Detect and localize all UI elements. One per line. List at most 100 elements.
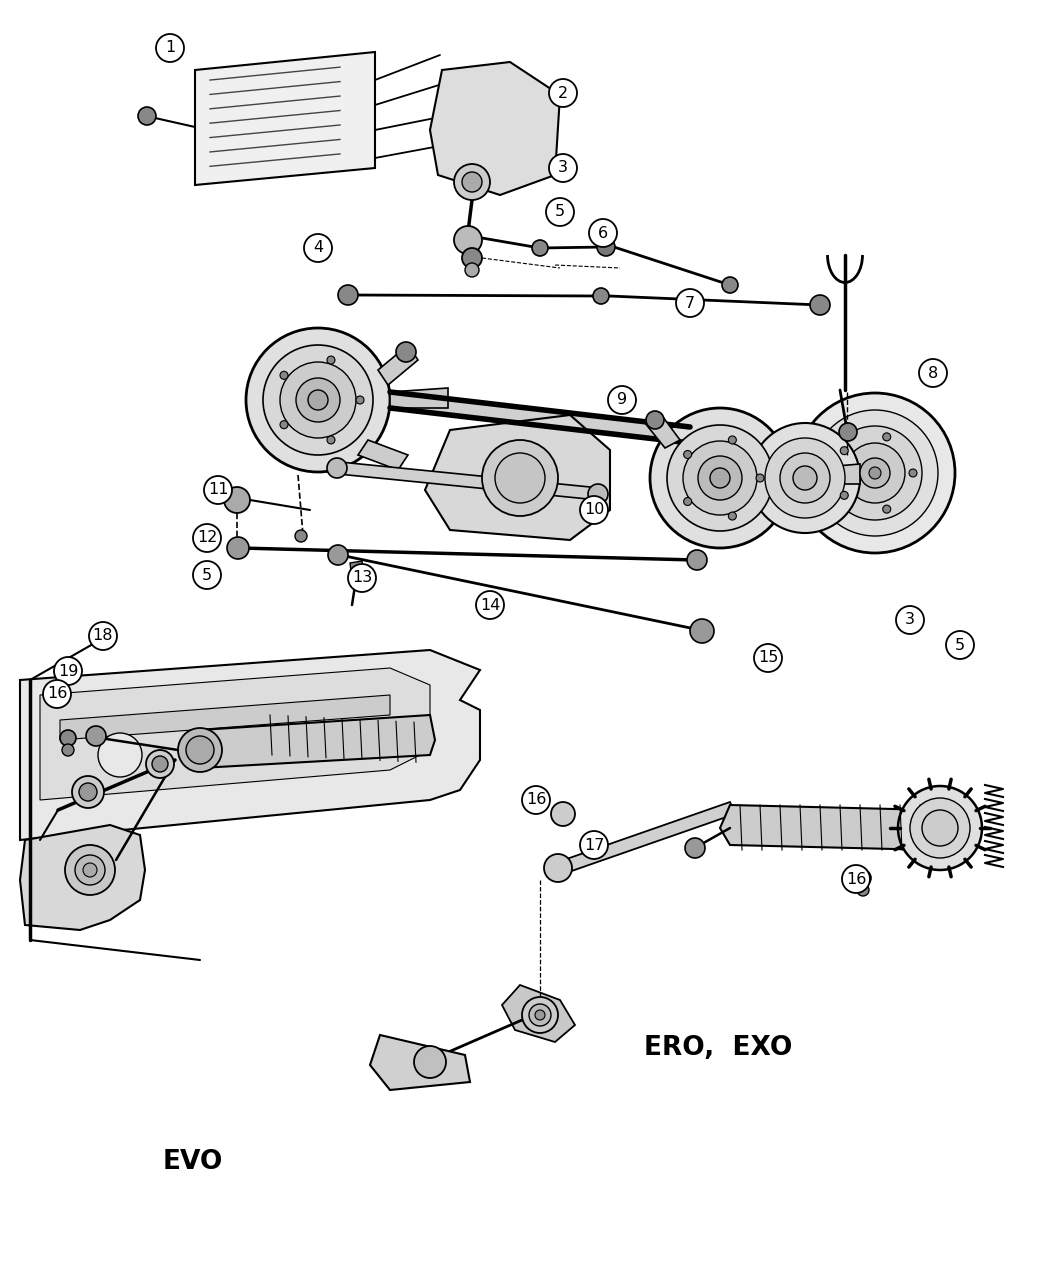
Text: 9: 9 [617,393,627,408]
Circle shape [676,289,704,317]
Circle shape [482,440,558,516]
Circle shape [687,550,707,570]
Polygon shape [190,715,435,768]
Circle shape [476,592,504,618]
Circle shape [551,802,575,826]
Circle shape [857,884,869,896]
Circle shape [650,408,790,548]
Circle shape [178,728,222,771]
Text: 16: 16 [526,793,546,807]
Polygon shape [378,346,418,385]
Circle shape [295,530,307,542]
Circle shape [454,226,482,254]
Circle shape [549,154,578,182]
Circle shape [54,657,82,685]
Circle shape [348,564,376,592]
Circle shape [842,864,870,892]
Circle shape [465,263,479,277]
Circle shape [186,736,214,764]
Circle shape [729,513,736,520]
Circle shape [690,618,714,643]
Circle shape [227,537,249,558]
Circle shape [454,164,490,200]
Circle shape [495,453,545,504]
Text: 3: 3 [558,161,568,176]
Circle shape [536,1010,545,1020]
Circle shape [246,328,390,472]
Circle shape [839,423,857,441]
Circle shape [138,107,156,125]
Circle shape [855,870,872,886]
Circle shape [546,198,574,226]
Circle shape [795,393,956,553]
Circle shape [588,484,608,504]
Polygon shape [395,1040,462,1077]
Circle shape [262,346,373,455]
Polygon shape [502,986,575,1042]
Circle shape [684,497,692,505]
Polygon shape [358,440,408,470]
Circle shape [883,432,890,441]
Circle shape [328,544,348,565]
Circle shape [729,436,736,444]
Circle shape [580,831,608,859]
Circle shape [922,810,958,847]
Circle shape [72,776,104,808]
Text: 8: 8 [928,366,938,380]
Circle shape [810,295,830,315]
Circle shape [710,468,730,488]
Circle shape [549,79,578,107]
Text: 6: 6 [597,226,608,241]
Circle shape [280,371,288,380]
Text: 3: 3 [905,612,915,627]
Circle shape [327,356,335,365]
Circle shape [946,631,974,659]
Circle shape [845,442,905,504]
Circle shape [910,798,970,858]
Circle shape [75,856,105,885]
Circle shape [597,238,615,256]
Polygon shape [790,464,860,484]
Circle shape [396,342,416,362]
Text: 5: 5 [202,567,212,583]
Polygon shape [720,805,940,850]
Circle shape [883,505,890,513]
Text: 7: 7 [685,296,695,311]
Circle shape [156,34,184,62]
Circle shape [580,496,608,524]
Circle shape [462,249,482,268]
Circle shape [252,727,288,762]
Circle shape [193,524,220,552]
Circle shape [522,997,558,1033]
Circle shape [840,491,848,500]
Circle shape [869,467,881,479]
Text: 17: 17 [584,838,604,853]
Polygon shape [430,62,560,195]
Text: 16: 16 [846,872,866,886]
Text: 4: 4 [313,241,323,255]
Polygon shape [195,52,375,185]
Polygon shape [390,388,448,408]
Circle shape [698,456,742,500]
Circle shape [43,680,71,708]
Circle shape [86,725,106,746]
Circle shape [544,854,572,882]
Circle shape [754,644,782,672]
Circle shape [79,783,97,801]
Circle shape [414,1046,446,1077]
Circle shape [62,745,74,756]
Circle shape [682,441,757,515]
Circle shape [308,390,328,411]
Text: 12: 12 [196,530,217,546]
Circle shape [765,439,845,518]
Polygon shape [20,825,145,929]
Text: 5: 5 [555,204,565,219]
Circle shape [684,450,692,459]
Polygon shape [350,561,364,579]
Circle shape [608,386,636,414]
Polygon shape [390,391,690,442]
Polygon shape [338,462,600,500]
Text: 18: 18 [92,629,113,644]
Circle shape [146,750,174,778]
Circle shape [898,785,982,870]
